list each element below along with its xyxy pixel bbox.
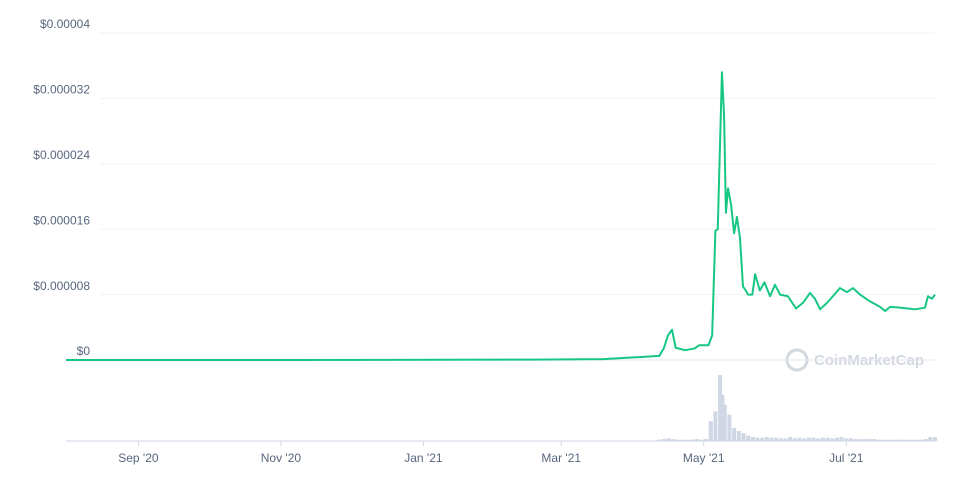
volume-bar [720,394,725,441]
volume-bar [774,437,779,441]
volume-bar [741,433,746,441]
x-tick-label: Jan '21 [404,451,443,465]
volume-bar [867,439,872,441]
volume-bar [816,438,821,441]
x-tick-label: Mar '21 [541,451,581,465]
volume-bar [802,438,807,441]
y-tick-label: $0.000032 [33,83,90,97]
volume-bar [694,439,699,441]
volume-bar [676,439,681,441]
volume-bar [760,437,765,441]
volume-bar [862,439,867,441]
volume-bar [732,427,737,441]
volume-bar [666,438,671,441]
volume-bar [713,411,718,441]
volume-bar [895,439,900,441]
volume-bar [876,439,881,441]
volume-bar [933,437,937,441]
y-tick-label: $0.000016 [33,213,90,227]
volume-bar [844,438,849,441]
volume-bar [848,438,853,441]
volume-bar [727,414,732,441]
volume-bar [699,439,704,441]
volume-bar [690,439,695,441]
volume-bar [662,439,667,441]
volume-bar [881,439,886,441]
volume-bar [830,438,835,441]
volume-bar [722,404,727,441]
volume-bar [788,437,793,441]
volume-bar [685,439,690,441]
volume-bar [923,439,928,441]
y-tick-label: $0.000008 [33,279,90,293]
volume-bar [886,439,891,441]
volume-bar [839,437,844,441]
volume-bar [736,431,741,441]
y-tick-label: $0 [77,344,91,358]
x-tick-label: Sep '20 [118,451,159,465]
volume-bar [853,439,858,441]
volume-bar [783,438,788,441]
volume-bar [928,437,933,441]
volume-bar [872,439,877,441]
volume-bar [825,437,830,441]
volume-bar [755,437,760,441]
volume-bar [792,438,797,441]
volume-bar [657,439,662,441]
y-tick-label: $0.000024 [33,148,90,162]
volume-bar [900,439,905,441]
volume-bar [750,437,755,441]
volume-bars [657,375,937,441]
volume-bar [914,439,919,441]
volume-bar [834,437,839,441]
volume-bar [909,439,914,441]
volume-bar [746,435,751,441]
volume-bar [778,438,783,441]
x-tick-label: Jul '21 [829,451,864,465]
volume-bar [904,439,909,441]
volume-bar [806,437,811,441]
volume-bar [890,439,895,441]
volume-bar [918,439,923,441]
volume-bar [858,439,863,441]
volume-bar [820,437,825,441]
y-tick-label: $0.00004 [40,17,90,31]
volume-bar [671,439,676,441]
volume-bar [811,437,816,441]
x-tick-label: Nov '20 [261,451,302,465]
volume-bar [764,437,769,441]
x-tick-label: May '21 [683,451,725,465]
volume-bar [769,437,774,441]
volume-bar [680,439,685,441]
volume-bar [704,439,709,441]
volume-bar [718,375,723,441]
volume-bar [797,437,802,441]
volume-bar [708,421,713,441]
price-line [66,71,936,361]
